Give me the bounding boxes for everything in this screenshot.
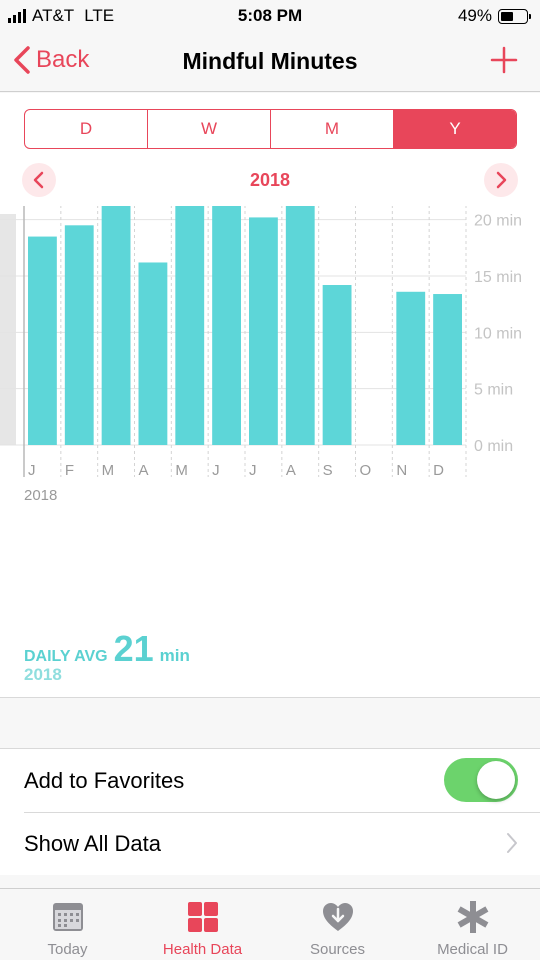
daily-avg-value: 21 [113,628,154,669]
show-all-data-label: Show All Data [24,830,161,856]
page-title: Mindful Minutes [182,48,358,74]
heart-download-icon [322,903,353,931]
tab-health-data-label: Health Data [162,941,243,958]
grid-icon [187,902,218,932]
tab-bar: Today Health Data Sources Medical ID [0,888,540,960]
y-tick-label: 20 min [474,213,522,230]
chevron-right-icon [507,833,517,853]
next-period-button[interactable] [484,163,518,197]
y-tick-label: 5 min [474,382,513,399]
segment-day[interactable]: D [79,119,93,138]
battery-percent: 49% [457,6,492,25]
x-tick-label: D [433,462,444,479]
carrier-label: AT&T [32,6,75,25]
time-range-segmented-control: D W M Y [24,109,517,149]
tab-health-data[interactable]: Health Data [135,889,270,960]
show-all-data-row[interactable]: Show All Data [0,812,540,875]
tab-sources-label: Sources [309,941,366,958]
bar-10[interactable] [396,291,426,445]
daily-avg-unit: min [159,646,190,665]
x-tick-label: F [65,462,74,479]
bar-1[interactable] [64,225,94,445]
y-tick-label: 0 min [474,438,513,455]
segment-month[interactable]: M [270,110,393,148]
status-bar: AT&T LTE 5:08 PM 49% [0,0,540,32]
add-to-favorites-row: Add to Favorites [0,749,540,812]
back-label: Back [36,46,90,73]
bar-2[interactable] [101,202,131,445]
segment-week[interactable]: W [147,110,270,148]
x-tick-label: J [212,462,220,479]
tab-medical-id[interactable]: Medical ID [405,889,540,960]
x-tick-label: O [360,462,372,479]
settings-list: Add to Favorites Show All Data [0,748,540,875]
status-time: 5:08 PM [237,6,303,25]
content-area: D W M Y 2018 0 min 5 min 10 min 15 min 20 mi… [0,93,540,698]
daily-average: DAILY AVG 21 min [24,628,190,670]
previous-period-button[interactable] [22,163,56,197]
x-axis-year-label: 2018 [24,487,57,504]
asterisk-icon [457,901,488,933]
chevron-left-icon [14,46,30,74]
period-label: 2018 [249,170,291,190]
bar-5[interactable] [212,135,241,445]
bar-6[interactable] [249,217,278,445]
status-left: AT&T LTE [8,6,114,26]
network-label: LTE [84,6,115,25]
previous-period-bar [0,214,16,445]
daily-avg-year: 2018 [24,665,62,684]
tab-today-label: Today [47,941,88,958]
chevron-left-icon [33,171,44,189]
bar-4[interactable] [175,194,205,445]
add-to-favorites-label: Add to Favorites [24,767,185,793]
battery-icon [498,8,531,24]
navigation-bar: Back Mindful Minutes [0,32,540,92]
x-tick-label: M [102,462,115,479]
bar-3[interactable] [138,262,168,445]
calendar-icon [52,903,83,931]
x-tick-label: A [139,462,149,479]
y-tick-label: 10 min [474,325,522,342]
bar-11[interactable] [433,294,462,445]
bar-7[interactable] [285,163,315,446]
toggle-knob [477,761,515,799]
back-button[interactable]: Back [12,44,89,76]
status-right: 49% [457,6,531,26]
x-tick-label: S [323,462,333,479]
signal-icon [8,9,26,23]
daily-avg-label: DAILY AVG [24,648,108,665]
tab-sources[interactable]: Sources [270,889,405,960]
tab-medical-id-label: Medical ID [437,941,508,958]
plus-icon[interactable] [490,46,518,74]
segment-year[interactable]: Y [393,110,516,148]
x-tick-label: M [175,462,188,479]
x-tick-label: A [286,462,296,479]
favorites-toggle[interactable] [444,758,518,802]
tab-today[interactable]: Today [0,889,135,960]
y-tick-label: 15 min [474,269,522,286]
bar-0[interactable] [28,236,57,445]
bar-8[interactable] [322,285,352,445]
x-tick-label: J [28,462,36,479]
x-tick-label: N [396,462,407,479]
x-tick-label: J [249,462,257,479]
chevron-right-icon [496,171,507,189]
period-navigator: 2018 [0,159,540,199]
